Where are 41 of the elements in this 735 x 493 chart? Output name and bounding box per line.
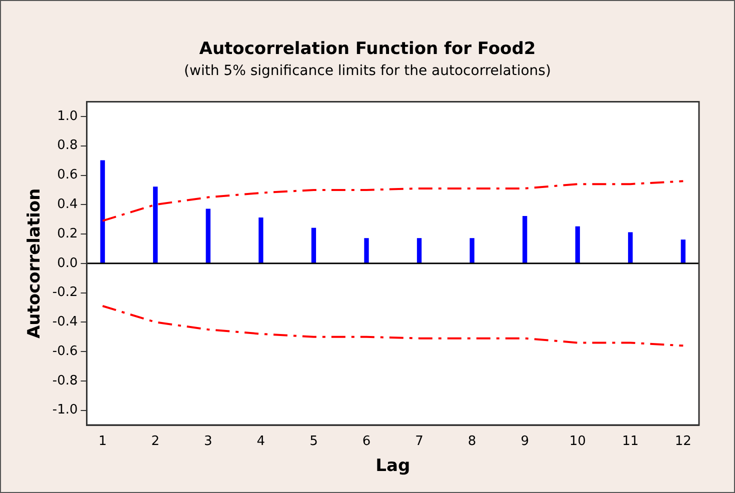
x-tick-label: 6 — [362, 434, 371, 450]
y-axis-title: Autocorrelation — [24, 188, 45, 338]
bar — [575, 226, 580, 264]
chart-title: Autocorrelation Function for Food2 — [198, 39, 537, 59]
x-tick-label: 7 — [415, 434, 424, 450]
x-tick-label: 12 — [674, 434, 692, 450]
x-axis-title: Lag — [376, 456, 410, 476]
bar — [153, 186, 158, 264]
y-tick-label: -0.6 — [52, 344, 78, 359]
x-tick-label: 2 — [151, 434, 160, 450]
bar — [258, 218, 264, 264]
bar — [522, 216, 528, 264]
y-tick-label: -0.8 — [52, 373, 78, 388]
y-tick-label: 0.0 — [57, 256, 78, 271]
y-tick-label: -1.0 — [52, 402, 78, 418]
y-tick-label: 0.2 — [57, 226, 78, 242]
bar — [100, 160, 105, 264]
y-tick-label: 1.0 — [57, 108, 78, 124]
y-tick-label: 0.4 — [57, 197, 78, 212]
y-tick-label: -0.2 — [52, 285, 78, 300]
y-tick-label: -0.4 — [52, 314, 78, 330]
x-tick-label: 8 — [468, 434, 476, 450]
bar — [628, 232, 633, 264]
bar — [364, 238, 369, 264]
x-tick-label: 3 — [204, 434, 212, 450]
bar — [311, 228, 316, 264]
bar — [206, 208, 210, 264]
y-tick-label: 0.8 — [57, 138, 78, 154]
x-tick-label: 10 — [569, 434, 586, 450]
chart-subtitle: (with 5% significance limits for the autocorrelations) — [183, 63, 552, 79]
bar — [680, 240, 686, 264]
x-tick-label: 11 — [622, 434, 639, 450]
y-tick-label: 0.6 — [57, 168, 78, 183]
line-series — [102, 305, 684, 347]
x-tick-label: 4 — [256, 434, 266, 450]
bar — [416, 238, 422, 264]
x-tick-label: 5 — [310, 434, 318, 450]
x-tick-label: 1 — [98, 434, 107, 450]
line-series — [102, 180, 684, 222]
bar — [470, 238, 474, 264]
x-tick-label: 9 — [520, 434, 529, 450]
